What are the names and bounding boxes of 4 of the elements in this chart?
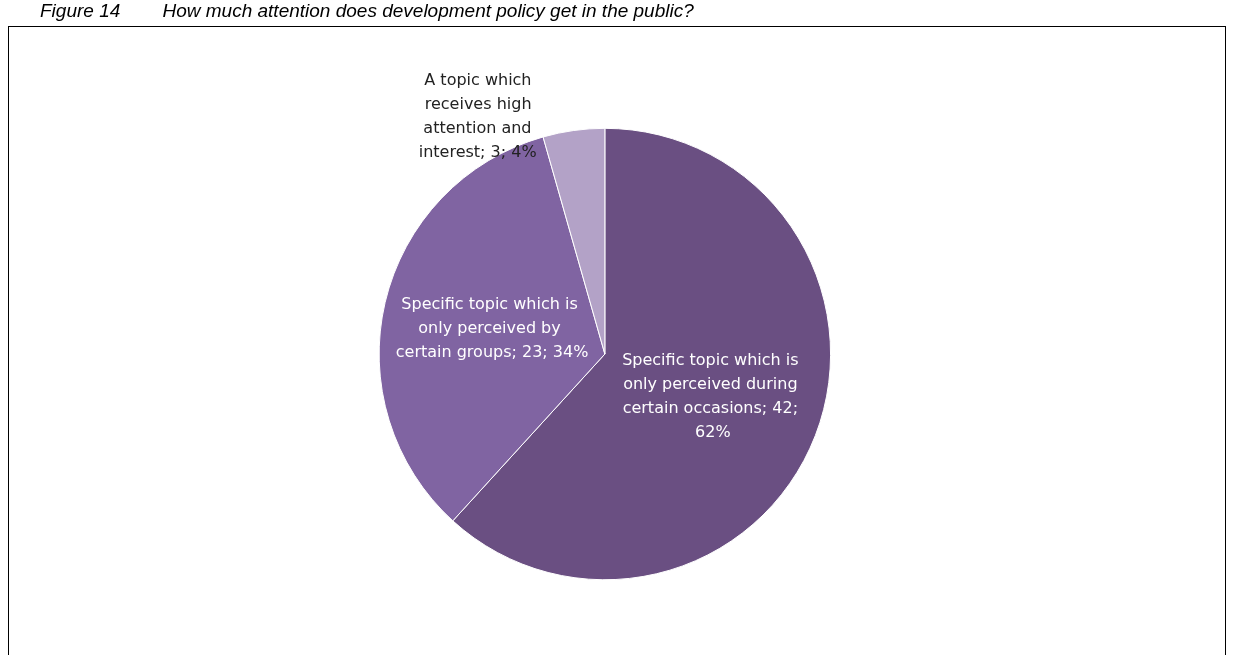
slice-label: Specific topic which is only perceived during certain occasions; 42; 62% <box>622 350 804 442</box>
slice-label: Specific topic which is only perceived by certain groups; 23; 34% <box>395 294 589 362</box>
chart-title: Figure 14 How much attention does development policy get in the public? <box>40 0 694 22</box>
slice-label: A topic which receives high attention and interest; 3; 4% <box>418 70 537 162</box>
